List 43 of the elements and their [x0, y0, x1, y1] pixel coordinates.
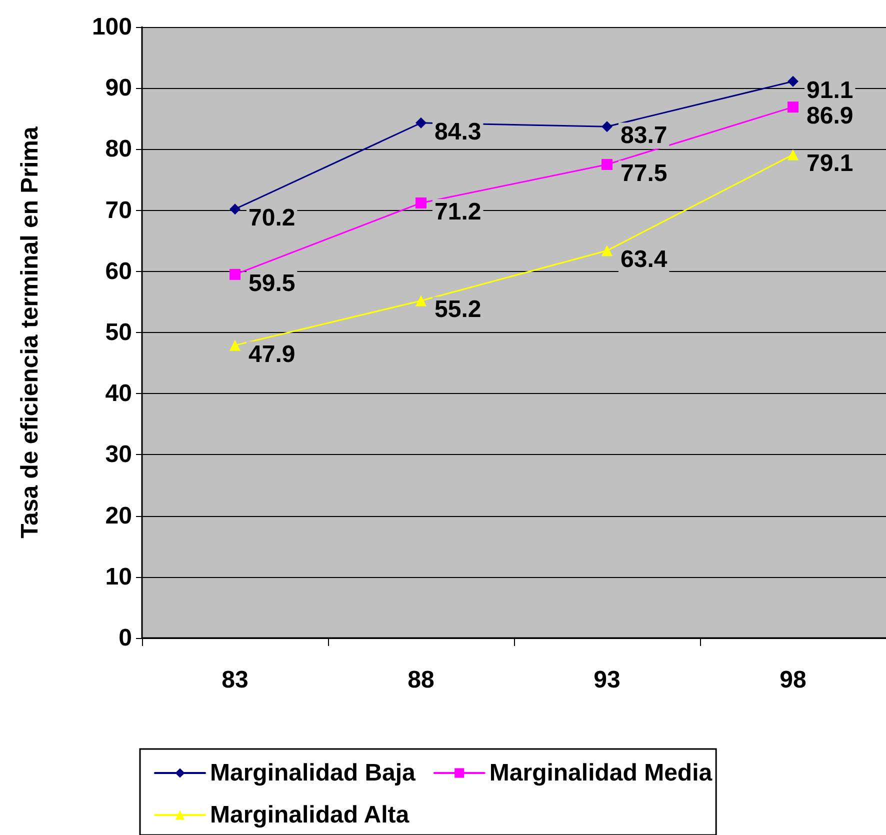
- data-label: 47.9: [248, 340, 296, 368]
- point: [602, 121, 612, 132]
- data-label: 86.9: [806, 102, 854, 130]
- legend-label: Marginalidad Media: [489, 760, 713, 786]
- data-label: 77.5: [620, 160, 668, 187]
- x-tick-label: 83: [222, 666, 248, 694]
- y-tick-label: 70: [105, 196, 132, 224]
- data-label: 70.2: [248, 204, 296, 232]
- point: [230, 204, 240, 215]
- data-label: 55.2: [434, 296, 482, 324]
- point: [416, 117, 426, 128]
- y-tick-label: 60: [105, 258, 132, 285]
- point: [788, 76, 798, 87]
- point: [230, 268, 240, 280]
- point: [602, 245, 612, 256]
- y-tick-label: 40: [105, 380, 132, 408]
- y-tick-label: 100: [92, 14, 132, 40]
- y-tick-label: 10: [105, 563, 132, 590]
- x-tick-label: 93: [594, 666, 620, 694]
- y-axis-title: Tasa de eficiencia terminal en Prima: [16, 126, 44, 538]
- point: [416, 197, 426, 208]
- data-label: 71.2: [434, 198, 482, 226]
- y-tick-label: 90: [105, 74, 132, 102]
- legend-label: Marginalidad Baja: [210, 760, 416, 786]
- data-label: 91.1: [806, 76, 854, 104]
- point: [602, 158, 612, 170]
- data-label: 63.4: [620, 246, 668, 274]
- y-tick-label: 0: [118, 624, 132, 652]
- point: [416, 295, 426, 306]
- legend-label: Marginalidad Alta: [210, 802, 410, 828]
- data-label: 79.1: [806, 150, 854, 178]
- point: [788, 149, 798, 160]
- x-tick-label: 98: [780, 666, 806, 694]
- data-label: 59.5: [248, 270, 296, 297]
- point: [230, 340, 240, 351]
- x-tick-label: 88: [408, 666, 434, 694]
- y-tick-label: 50: [105, 319, 132, 346]
- data-label: 84.3: [434, 118, 482, 146]
- data-label: 83.7: [620, 122, 668, 150]
- y-tick-label: 20: [105, 502, 132, 530]
- y-tick-label: 80: [105, 136, 132, 163]
- point: [788, 102, 798, 113]
- y-tick-label: 30: [105, 441, 132, 468]
